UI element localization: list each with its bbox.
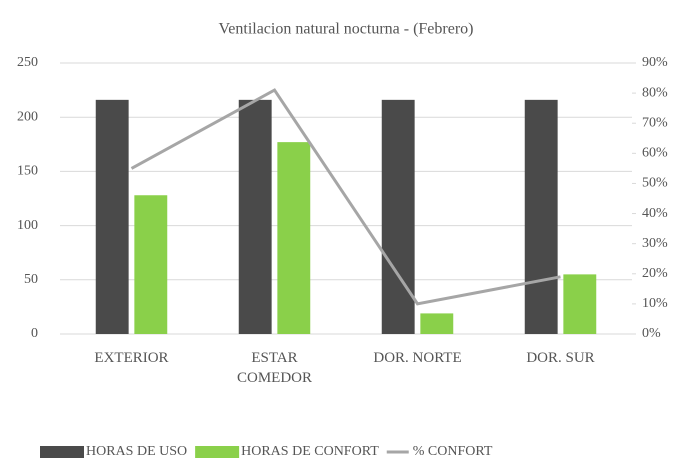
legend-label: HORAS DE CONFORT (241, 444, 379, 459)
y2-tick-label: 60% (642, 146, 668, 161)
bar (420, 313, 454, 334)
y-tick-label: 50 (24, 272, 38, 287)
legend-swatch (195, 446, 240, 458)
bar (524, 99, 558, 334)
y-tick-label: 250 (17, 55, 38, 70)
x-tick-label: DOR. SUR (526, 350, 595, 366)
legend-label: % CONFORT (413, 444, 493, 459)
legend-swatch (40, 446, 84, 458)
y2-tick-label: 70% (642, 115, 668, 130)
y-tick-label: 150 (17, 164, 38, 179)
legend-label: HORAS DE USO (86, 444, 187, 459)
y-tick-label: 200 (17, 109, 38, 124)
chart-title: Ventilacion natural nocturna - (Febrero) (218, 21, 473, 38)
bar (381, 99, 415, 334)
y2-tick-label: 10% (642, 296, 668, 311)
bar (238, 99, 272, 334)
bar (563, 274, 597, 334)
y2-tick-label: 20% (642, 266, 668, 281)
y-tick-label: 0 (31, 326, 38, 341)
bar (277, 142, 311, 334)
y2-tick-label: 50% (642, 176, 668, 191)
y-tick-label: 100 (17, 218, 38, 233)
line (130, 88, 561, 306)
y2-tick-label: 40% (642, 206, 668, 221)
x-tick-label: ESTAR COMEDOR (236, 350, 312, 386)
y2-tick-label: 30% (642, 236, 668, 251)
x-tick-label: DOR. NORTE (373, 350, 462, 366)
y2-tick-label: 90% (642, 55, 668, 70)
x-tick-label: EXTERIOR (94, 350, 169, 366)
bar (134, 195, 168, 334)
bar (95, 99, 129, 334)
y2-tick-label: 0% (642, 326, 661, 341)
y2-tick-label: 80% (642, 85, 668, 100)
